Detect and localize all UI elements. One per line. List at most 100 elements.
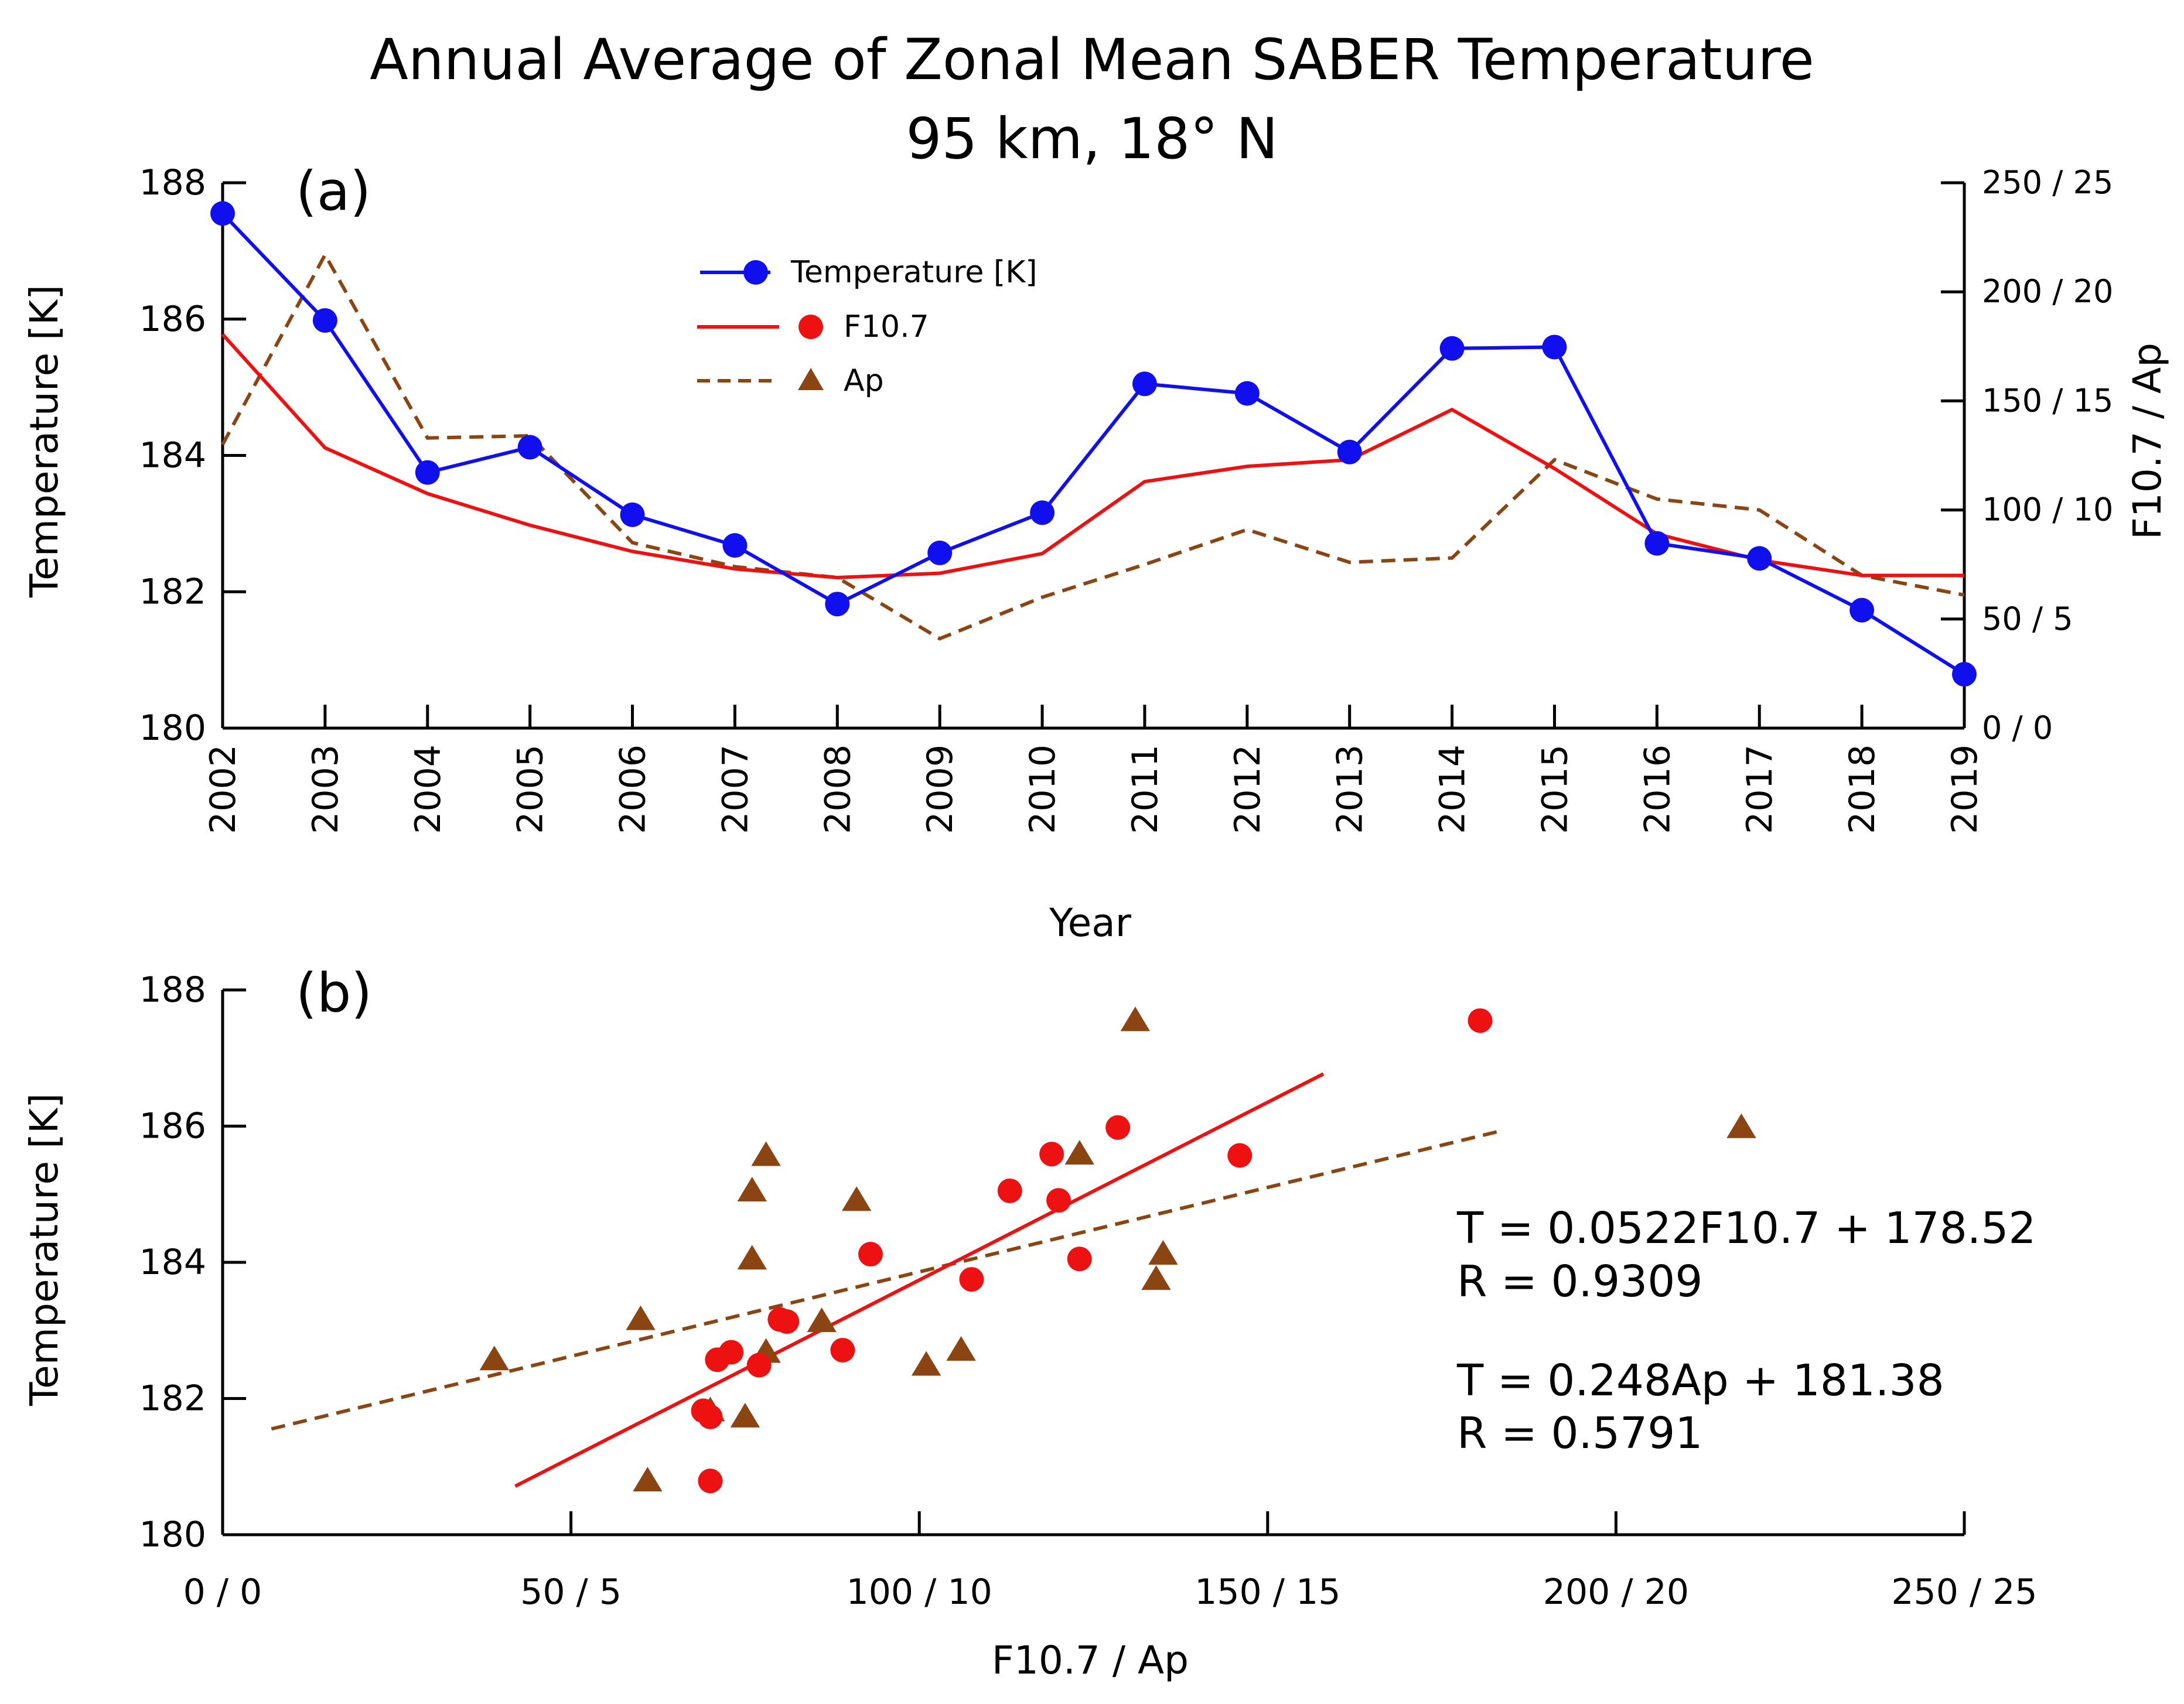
- ap-scatter-point: [1120, 1006, 1151, 1032]
- legend-ap-marker: [798, 368, 824, 390]
- ap-scatter-point: [633, 1467, 663, 1492]
- temperature-point: [1337, 439, 1362, 465]
- f107-scatter-point: [1067, 1247, 1092, 1272]
- panel-b-y-tick-label: 180: [139, 1514, 206, 1555]
- legend-temperature-marker: [743, 260, 768, 285]
- temperature-point: [825, 592, 850, 617]
- f107-scatter-point: [959, 1267, 984, 1292]
- chart-subtitle: 95 km, 18° N: [906, 106, 1278, 172]
- ap-scatter-point: [626, 1305, 656, 1330]
- legend-f107-label: F10.7: [844, 309, 929, 344]
- panel-b-x-tick-label: 0 / 0: [183, 1572, 262, 1613]
- chart-title: Annual Average of Zonal Mean SABER Tempe…: [370, 27, 1814, 93]
- panel-a-plot: 180 182 184 186 188 0 / 0 50 / 5 100 / 10 150 / …: [139, 162, 2113, 834]
- panel-a-y-tick-label: 184: [139, 435, 206, 476]
- temperature-point: [1132, 371, 1157, 397]
- panel-b-y-tick-label: 182: [139, 1378, 206, 1419]
- temperature-point: [1234, 381, 1260, 406]
- panel-b-y-tick-label: 188: [139, 969, 206, 1010]
- ap-scatter-point: [1726, 1113, 1756, 1138]
- panel-a-y2-tick-label: 0 / 0: [1982, 709, 2053, 746]
- panel-a-y-tick-label: 186: [139, 299, 206, 340]
- f107-scatter-point: [746, 1353, 772, 1378]
- panel-a-y2-tick-label: 250 / 25: [1982, 164, 2113, 201]
- ap-scatter-point: [737, 1176, 767, 1201]
- temperature-series-line: [221, 212, 1965, 676]
- panel-a-x-axis-label: Year: [1049, 900, 1132, 945]
- panel-b-x-axis-label: F10.7 / Ap: [992, 1638, 1189, 1683]
- panel-a-x-tick-label: 2017: [1739, 745, 1780, 834]
- panel-b-y-axis-label: Temperature [K]: [22, 1093, 67, 1406]
- f107-fit-r: R = 0.9309: [1457, 1256, 1702, 1307]
- ap-fit-equation: T = 0.248Ap + 181.38: [1456, 1355, 1944, 1406]
- panel-a-x-tick-label: 2013: [1330, 745, 1371, 834]
- f107-fit-equation: T = 0.0522F10.7 + 178.52: [1456, 1203, 2036, 1254]
- temperature-point: [1952, 662, 1977, 687]
- temperature-point: [415, 460, 440, 485]
- temperature-point: [722, 533, 748, 558]
- panel-a-y2-axis-label: F10.7 / Ap: [2125, 343, 2170, 539]
- temperature-point: [1849, 597, 1875, 623]
- ap-scatter-point: [1141, 1265, 1171, 1290]
- ap-scatter-point: [751, 1141, 781, 1166]
- temperature-point: [1439, 336, 1465, 361]
- temperature-point: [1747, 546, 1772, 571]
- f107-scatter-point: [830, 1337, 855, 1362]
- temperature-point: [517, 435, 542, 460]
- panel-b-label: (b): [296, 962, 372, 1025]
- f107-scatter-point: [1468, 1008, 1493, 1033]
- ap-scatter-point: [1064, 1140, 1094, 1165]
- panel-a-y2-tick-label: 100 / 10: [1982, 491, 2113, 528]
- f107-scatter-point: [997, 1178, 1022, 1203]
- panel-a-x-tick-label: 2019: [1944, 745, 1985, 834]
- panel-b-y-tick-label: 186: [139, 1106, 206, 1147]
- f107-scatter-point: [1227, 1143, 1253, 1168]
- panel-a-x-tick-label: 2003: [305, 745, 346, 834]
- temperature-point: [1542, 334, 1567, 360]
- temperature-point: [927, 540, 953, 565]
- f107-fit-line: [514, 1072, 1325, 1488]
- panel-a-x-tick-label: 2012: [1227, 745, 1268, 834]
- f107-scatter-point: [1039, 1142, 1064, 1167]
- f107-scatter-point: [1105, 1115, 1131, 1140]
- panel-a-x-tick-label: 2011: [1125, 745, 1166, 834]
- ap-fit-line: [271, 1128, 1505, 1431]
- panel-b-x-tick-label: 200 / 20: [1543, 1572, 1689, 1613]
- panel-b-y-tick-label: 184: [139, 1242, 206, 1283]
- ap-scatter-point: [911, 1351, 941, 1376]
- panel-b-x-tick-label: 50 / 5: [520, 1572, 622, 1613]
- panel-a-legend: Temperature [K] F10.7 Ap: [697, 255, 1038, 398]
- panel-a-x-tick-label: 2006: [613, 745, 654, 834]
- panel-a-y-tick-label: 182: [139, 571, 206, 612]
- panel-a-x-tick-label: 2014: [1432, 745, 1473, 834]
- ap-scatter-point: [479, 1346, 509, 1371]
- f107-scatter-point: [698, 1404, 723, 1429]
- panel-a-y2-tick-label: 50 / 5: [1982, 600, 2073, 637]
- ap-series-line: [221, 251, 1965, 641]
- temperature-point: [620, 502, 645, 527]
- panel-a-y-tick-label: 180: [139, 708, 206, 749]
- panel-a-x-tick-label: 2015: [1534, 745, 1575, 834]
- panel-a-x-tick-label: 2009: [920, 745, 961, 834]
- panel-b-x-tick-label: 100 / 10: [847, 1572, 992, 1613]
- panel-a-x-tick-label: 2016: [1637, 745, 1678, 834]
- temperature-point: [1030, 500, 1055, 525]
- panel-a-x-tick-label: 2005: [510, 745, 551, 834]
- panel-a-x-tick-label: 2008: [817, 745, 858, 834]
- ap-scatter-point: [1148, 1240, 1178, 1265]
- panel-a-label: (a): [296, 160, 371, 223]
- panel-a-y2-tick-label: 200 / 20: [1982, 273, 2113, 310]
- panel-a-y-tick-label: 188: [139, 162, 206, 203]
- panel-a-y2-tick-label: 150 / 15: [1982, 382, 2113, 419]
- legend-temperature-label: Temperature [K]: [790, 255, 1038, 290]
- f107-scatter-point: [698, 1469, 723, 1494]
- ap-scatter-point: [730, 1402, 760, 1428]
- legend-f107-marker: [798, 315, 823, 339]
- panel-a-x-tick-label: 2002: [203, 745, 244, 834]
- f107-scatter-point: [705, 1347, 730, 1372]
- temperature-point: [312, 308, 337, 333]
- ap-fit-r: R = 0.5791: [1457, 1408, 1702, 1459]
- f107-scatter-point: [858, 1242, 883, 1267]
